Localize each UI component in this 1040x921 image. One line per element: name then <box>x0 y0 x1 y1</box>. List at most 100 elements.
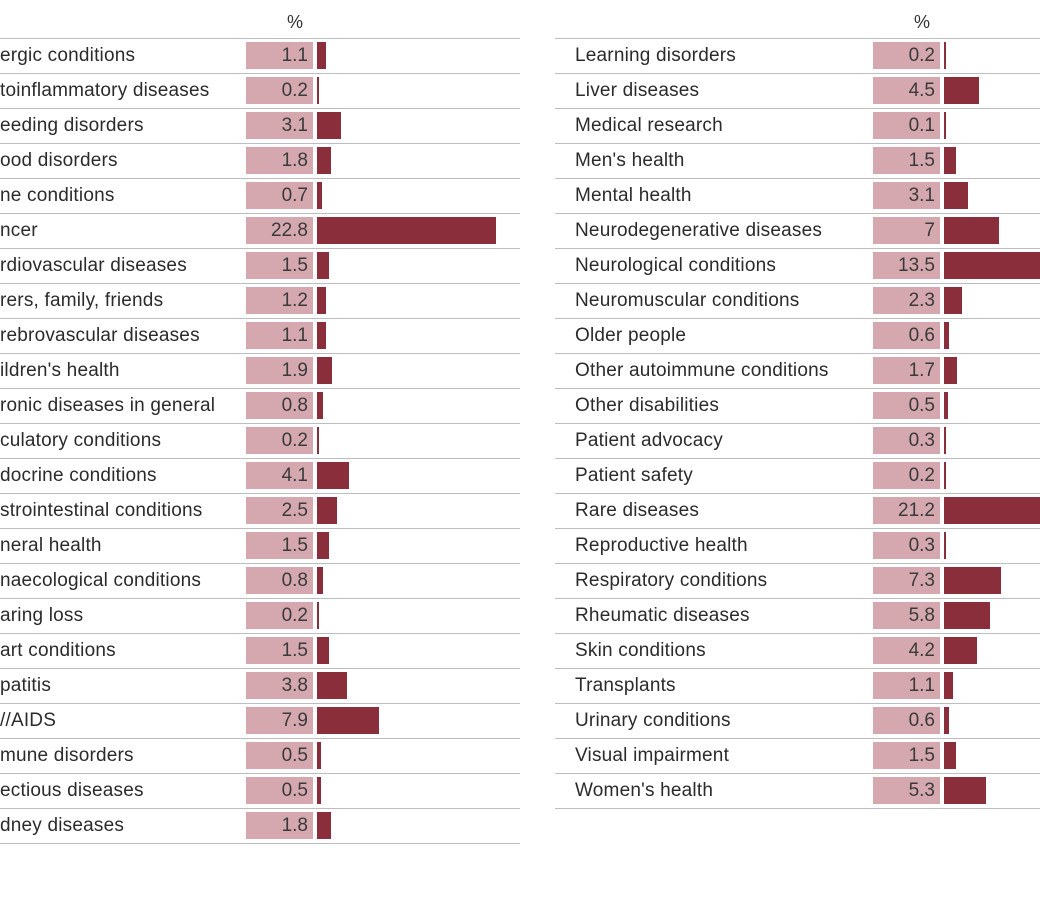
right-bar-row: Transplants 1.1 <box>555 669 1040 704</box>
value-label: 0.2 <box>246 77 313 104</box>
value-label: 13.5 <box>873 252 940 279</box>
category-label: dney diseases <box>0 815 125 836</box>
left-bar-row: art conditions 1.5 <box>0 634 520 669</box>
bar <box>317 42 326 69</box>
bar <box>944 637 977 664</box>
value-label: 0.3 <box>873 427 940 454</box>
value-label: 1.5 <box>246 637 313 664</box>
category-label: Patient safety <box>575 465 693 486</box>
value-label: 1.9 <box>246 357 313 384</box>
category-label: ood disorders <box>0 150 118 171</box>
bar <box>944 497 1040 524</box>
category-label: rebrovascular diseases <box>0 325 200 346</box>
value-label: 1.1 <box>873 672 940 699</box>
bar <box>944 112 946 139</box>
category-label: rdiovascular diseases <box>0 255 187 276</box>
value-label: 7.9 <box>246 707 313 734</box>
bar <box>317 392 324 419</box>
value-label: 0.2 <box>246 602 313 629</box>
right-bar-row: Neurodegenerative diseases 7 <box>555 214 1040 249</box>
category-label: docrine conditions <box>0 465 157 486</box>
value-label: 1.5 <box>873 742 940 769</box>
value-label: 0.6 <box>873 322 940 349</box>
left-bar-row: mune disorders 0.5 <box>0 739 520 774</box>
category-label: Rheumatic diseases <box>575 605 750 626</box>
category-label: Mental health <box>575 185 692 206</box>
value-label: 21.2 <box>873 497 940 524</box>
category-label: Visual impairment <box>575 745 730 766</box>
bar <box>317 672 347 699</box>
value-label: 5.3 <box>873 777 940 804</box>
value-label: 2.3 <box>873 287 940 314</box>
category-label: Patient advocacy <box>575 430 723 451</box>
bar <box>317 742 321 769</box>
category-label: eeding disorders <box>0 115 144 136</box>
bar <box>317 497 337 524</box>
category-label: Other disabilities <box>575 395 720 416</box>
value-label: 0.5 <box>246 742 313 769</box>
left-bar-row: docrine conditions 4.1 <box>0 459 520 494</box>
left-bar-row: neral health 1.5 <box>0 529 520 564</box>
bar <box>317 287 327 314</box>
right-bar-row: Women's health 5.3 <box>555 774 1040 809</box>
value-label: 7.3 <box>873 567 940 594</box>
category-label: Older people <box>575 325 687 346</box>
value-label: 1.2 <box>246 287 313 314</box>
left-bar-row: ectious diseases 0.5 <box>0 774 520 809</box>
category-label: Transplants <box>575 675 676 696</box>
category-label: Rare diseases <box>575 500 700 521</box>
category-label: Medical research <box>575 115 723 136</box>
value-label: 4.5 <box>873 77 940 104</box>
left-percent-header: % <box>287 12 304 32</box>
category-label: ne conditions <box>0 185 115 206</box>
category-label: Urinary conditions <box>575 710 731 731</box>
bar <box>944 77 980 104</box>
bar <box>944 217 999 244</box>
left-bar-row: //AIDS 7.9 <box>0 704 520 739</box>
value-label: 0.6 <box>873 707 940 734</box>
value-label: 0.5 <box>246 777 313 804</box>
category-label: Reproductive health <box>575 535 748 556</box>
left-bar-row: ronic diseases in general 0.8 <box>0 389 520 424</box>
value-label: 3.8 <box>246 672 313 699</box>
right-bar-row: Neuromuscular conditions 2.3 <box>555 284 1040 319</box>
right-bar-row: Other autoimmune conditions 1.7 <box>555 354 1040 389</box>
value-label: 1.7 <box>873 357 940 384</box>
bar <box>317 462 350 489</box>
right-bar-row: Other disabilities 0.5 <box>555 389 1040 424</box>
value-label: 1.5 <box>873 147 940 174</box>
right-bar-row: Learning disorders 0.2 <box>555 39 1040 74</box>
right-bar-row: Rare diseases 21.2 <box>555 494 1040 529</box>
right-percent-header: % <box>914 12 931 32</box>
right-bar-row: Urinary conditions 0.6 <box>555 704 1040 739</box>
bar <box>317 427 319 454</box>
value-label: 0.2 <box>873 462 940 489</box>
right-bar-row: Rheumatic diseases 5.8 <box>555 599 1040 634</box>
bar <box>944 182 969 209</box>
bar <box>317 147 332 174</box>
left-bar-row: toinflammatory diseases 0.2 <box>0 74 520 109</box>
value-label: 4.2 <box>873 637 940 664</box>
category-label: Liver diseases <box>575 80 700 101</box>
value-label: 5.8 <box>873 602 940 629</box>
left-bar-row: ne conditions 0.7 <box>0 179 520 214</box>
bar <box>317 602 319 629</box>
right-bar-row: Liver diseases 4.5 <box>555 74 1040 109</box>
category-label: Neuromuscular conditions <box>575 290 800 311</box>
category-label: Neurodegenerative diseases <box>575 220 823 241</box>
bar <box>317 532 329 559</box>
category-label: Men's health <box>575 150 685 171</box>
bar <box>317 637 329 664</box>
value-label: 3.1 <box>873 182 940 209</box>
value-label: 1.1 <box>246 42 313 69</box>
bar <box>944 42 946 69</box>
left-bar-row: ncer 22.8 <box>0 214 520 249</box>
bar <box>944 602 990 629</box>
category-label: strointestinal conditions <box>0 500 203 521</box>
bar <box>944 707 949 734</box>
value-label: 1.5 <box>246 252 313 279</box>
bar <box>944 357 958 384</box>
category-label: Learning disorders <box>575 45 736 66</box>
bar <box>944 322 949 349</box>
bar <box>944 462 946 489</box>
